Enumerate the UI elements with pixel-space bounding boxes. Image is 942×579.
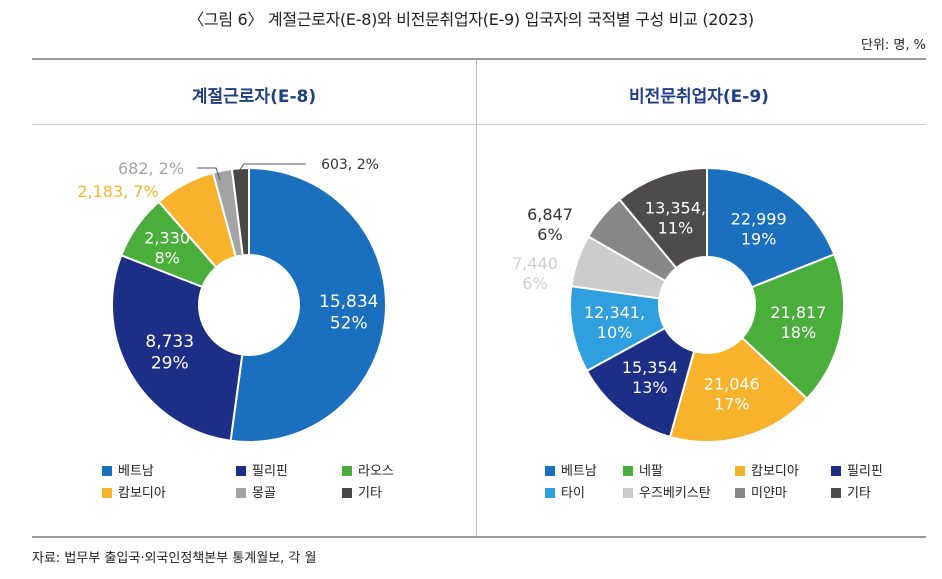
legend-label: 베트남 — [118, 464, 154, 479]
e9-legend-item-ed8380ec9db4: 타이 — [545, 482, 585, 501]
legend-label: 몽골 — [252, 486, 276, 501]
legend-label: 베트남 — [561, 464, 597, 479]
legend-swatch — [735, 465, 745, 476]
legend-swatch — [831, 465, 841, 476]
legend-label: 타이 — [561, 486, 585, 501]
legend-swatch — [236, 465, 246, 476]
e8-leader-eab8b0ed8380 — [237, 163, 306, 173]
e9-legend-item-ecba84ebb3b4eb9494ec9584: 캄보디아 — [735, 460, 799, 479]
e9-legend-item-eb84a4ed8c94: 네팔 — [623, 460, 663, 479]
e8-legend-item-ed9584eba6aced9580: 필리핀 — [236, 460, 288, 479]
e8-data-label-ed9584eba6aced9580: 8,733 29% — [145, 332, 194, 373]
legend-label: 미얀마 — [751, 486, 787, 501]
legend-swatch — [102, 487, 112, 498]
e9-data-label-ebafb8ec9680eba788: 6,847 6% — [527, 205, 573, 244]
e8-legend-item-eb9dbcec98a4ec8aa4: 라오스 — [342, 460, 394, 479]
e8-panel-title: 계절근로자(E-8) — [191, 87, 317, 107]
e9-data-label-ecba84ebb3b4eb9494ec9584: 21,046 17% — [704, 374, 760, 413]
e9-slice-ecba84ebb3b4eb9494ec9584 — [668, 336, 809, 443]
e9-data-label-eab8b0ed8380: 13,354, 11% — [645, 198, 706, 237]
e9-data-label-eb84a4ed8c94: 21,817 18% — [770, 303, 826, 342]
e9-donut: 22,999 19% 21,817 18% 21,046 17% 15,354 13% 12,3… — [512, 166, 845, 443]
legend-swatch — [623, 465, 633, 476]
legend-label: 캄보디아 — [118, 486, 166, 501]
e8-slice-ebb2a0ed8ab8eb82a8 — [229, 166, 387, 443]
e8-donut: 15,834 52% 8,733 29% 2,330 8% 2,183, 7% 682, 2%… — [77, 157, 387, 443]
e9-legend-item-ed9584eba6aced9580: 필리핀 — [831, 460, 883, 479]
panel-divider — [476, 60, 477, 536]
legend-swatch — [102, 465, 112, 476]
e8-legend-item-ebb2a0ed8ab8eb82a8: 베트남 — [102, 460, 154, 479]
e8-slice-eab8b0ed8380 — [230, 166, 250, 257]
legend-swatch — [735, 487, 745, 498]
legend-label: 필리핀 — [252, 464, 288, 479]
e8-legend-item-ecba84ebb3b4eb9494ec9584: 캄보디아 — [102, 482, 166, 501]
e8-legend-item-ebaabdeab3a8: 몽골 — [236, 482, 276, 501]
legend-swatch — [342, 465, 352, 476]
source-note: 자료: 법무부 출입국·외국인정책본부 통계월보, 각 월 — [32, 551, 317, 566]
e8-data-label-eb9dbcec98a4ec8aa4: 2,330 8% — [144, 228, 190, 267]
e9-slice-eb84a4ed8c94 — [740, 253, 845, 401]
legend-swatch — [545, 487, 555, 498]
legend-label: 기타 — [847, 486, 871, 501]
legend-swatch — [623, 487, 633, 498]
title-divider — [32, 124, 926, 125]
legend-label: 캄보디아 — [751, 464, 799, 479]
unit-label: 단위: 명, % — [860, 38, 926, 53]
e9-legend-item-ebb2a0ed8ab8eb82a8: 베트남 — [545, 460, 597, 479]
e9-data-label-ebb2a0ed8ab8eb82a8: 22,999 19% — [731, 210, 787, 249]
legend-label: 우즈베키스탄 — [639, 486, 711, 501]
legend-swatch — [236, 487, 246, 498]
e8-data-label-ebaabdeab3a8: 682, 2% — [118, 159, 184, 178]
e9-panel-title: 비전문취업자(E-9) — [629, 87, 769, 107]
e8-slice-ed9584eba6aced9580 — [111, 254, 244, 442]
e9-data-label-ed9584eba6aced9580: 15,354 13% — [622, 358, 678, 397]
e9-legend-item-ebafb8ec9680eba788: 미얀마 — [735, 482, 787, 501]
e9-legend-item-eab8b0ed8380: 기타 — [831, 482, 871, 501]
e8-data-label-eab8b0ed8380: 603, 2% — [321, 157, 379, 173]
e9-data-label-ec9ab0eca688ebb2a0ed82a4ec8aa4ed8384: 7,440 6% — [512, 254, 558, 293]
e9-data-label-ed8380ec9db4: 12,341, 10% — [584, 303, 645, 342]
e9-legend-item-ec9ab0eca688ebb2a0ed82a4ec8aa4ed8384: 우즈베키스탄 — [623, 482, 711, 501]
legend-swatch — [545, 465, 555, 476]
legend-label: 필리핀 — [847, 464, 883, 479]
e9-slice-eab8b0ed8380 — [618, 166, 708, 270]
e8-legend-item-eab8b0ed8380: 기타 — [342, 482, 382, 501]
chart-frame: 계절근로자(E-8) 비전문취업자(E-9) — [32, 58, 926, 538]
e9-slice-ebb2a0ed8ab8eb82a8 — [706, 166, 836, 289]
legend-swatch — [831, 487, 841, 498]
e8-data-label-ecba84ebb3b4eb9494ec9584: 2,183, 7% — [77, 182, 158, 201]
figure-title: 〈그림 6〉 계절근로자(E-8)와 비전문취업자(E-9) 입국자의 국적별 … — [188, 10, 754, 29]
e9-slice-ed9584eba6aced9580 — [585, 326, 696, 439]
legend-label: 기타 — [358, 486, 382, 501]
e8-data-label-ebb2a0ed8ab8eb82a8: 15,834 52% — [319, 292, 378, 333]
legend-label: 라오스 — [358, 464, 394, 479]
e8-leader-ebaabdeab3a8 — [197, 167, 221, 181]
legend-swatch — [342, 487, 352, 498]
legend-label: 네팔 — [639, 464, 663, 479]
